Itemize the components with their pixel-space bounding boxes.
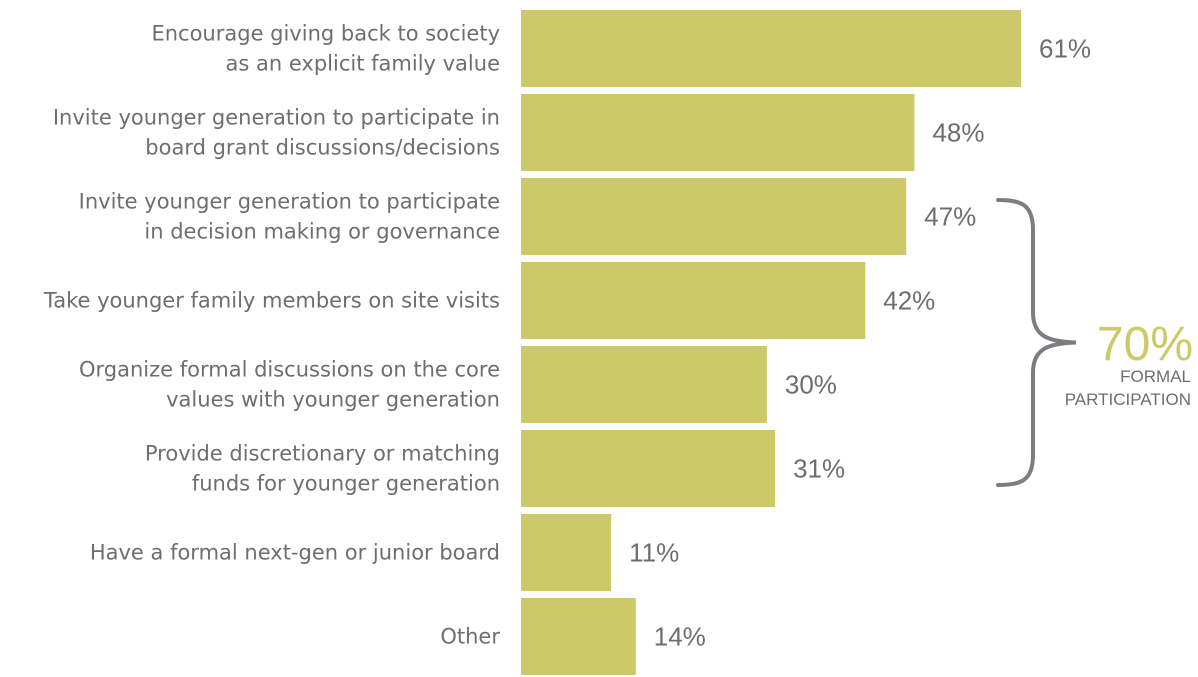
category-label-organize-formal-discussions-on-the-core-: Organize formal discussions on the core v…	[79, 358, 500, 412]
category-label-line: Take younger family members on site visi…	[43, 289, 500, 313]
value-label-take-younger-family-members-on-site-visi: 42%	[883, 286, 935, 316]
value-label-provide-discretionary-or-matching-funds-: 31%	[793, 454, 845, 484]
category-labels-group: Encourage giving back to society as an ex…	[43, 22, 501, 649]
value-label-have-a-formal-next-gen-or-junior-board: 11%	[629, 538, 679, 568]
category-label-other: Other	[440, 625, 500, 649]
category-label-line: Other	[440, 625, 500, 649]
category-label-line: funds for younger generation	[192, 472, 500, 496]
category-label-line: Organize formal discussions on the core	[79, 358, 500, 382]
category-label-line: Invite younger generation to participate	[79, 190, 500, 214]
category-label-line: Invite younger generation to participate…	[53, 106, 500, 130]
value-label-encourage-giving-back-to-society-as-an-e: 61%	[1039, 34, 1091, 64]
bars-group	[521, 10, 1021, 675]
category-label-line: Have a formal next-gen or junior board	[90, 541, 500, 565]
value-label-other: 14%	[654, 622, 706, 652]
category-label-provide-discretionary-or-matching-funds-: Provide discretionary or matching funds f…	[145, 442, 500, 496]
category-label-encourage-giving-back-to-society-as-an-e: Encourage giving back to society as an ex…	[151, 22, 500, 76]
bar-organize-formal-discussions-on-the-core-	[521, 346, 767, 423]
bar-other	[521, 598, 636, 675]
category-label-line: Provide discretionary or matching	[145, 442, 500, 466]
bar-invite-younger-generation-to-participate	[521, 94, 915, 171]
annotation-group: 70% FORMAL PARTICIPATION	[996, 198, 1193, 487]
category-label-line: as an explicit family value	[226, 52, 500, 76]
category-label-invite-younger-generation-to-participate: Invite younger generation to participate…	[53, 106, 500, 160]
formal-participation-bracket	[996, 198, 1077, 487]
category-label-have-a-formal-next-gen-or-junior-board: Have a formal next-gen or junior board	[90, 541, 500, 565]
bar-have-a-formal-next-gen-or-junior-board	[521, 514, 612, 591]
value-label-invite-younger-generation-to-participate: 47%	[924, 202, 976, 232]
bar-encourage-giving-back-to-society-as-an-e	[521, 10, 1021, 87]
annotation-label-line-1: FORMAL	[1120, 367, 1191, 386]
value-labels-group: 61% 48% 47% 42% 30% 31% 11% 14%	[629, 34, 1091, 652]
annotation-percentage: 70%	[1097, 318, 1193, 371]
bar-take-younger-family-members-on-site-visi	[521, 262, 866, 339]
category-label-line: in decision making or governance	[144, 220, 500, 244]
category-label-line: Encourage giving back to society	[151, 22, 500, 46]
value-label-invite-younger-generation-to-participate: 48%	[932, 118, 984, 148]
category-label-line: values with younger generation	[166, 388, 500, 412]
bar-provide-discretionary-or-matching-funds-	[521, 430, 776, 507]
category-label-line: board grant discussions/decisions	[145, 136, 500, 160]
annotation-label-line-2: PARTICIPATION	[1065, 390, 1191, 409]
bar-invite-younger-generation-to-participate	[521, 178, 907, 255]
value-label-organize-formal-discussions-on-the-core-: 30%	[785, 370, 837, 400]
category-label-invite-younger-generation-to-participate: Invite younger generation to participate…	[79, 190, 500, 244]
category-label-take-younger-family-members-on-site-visi: Take younger family members on site visi…	[43, 289, 500, 313]
